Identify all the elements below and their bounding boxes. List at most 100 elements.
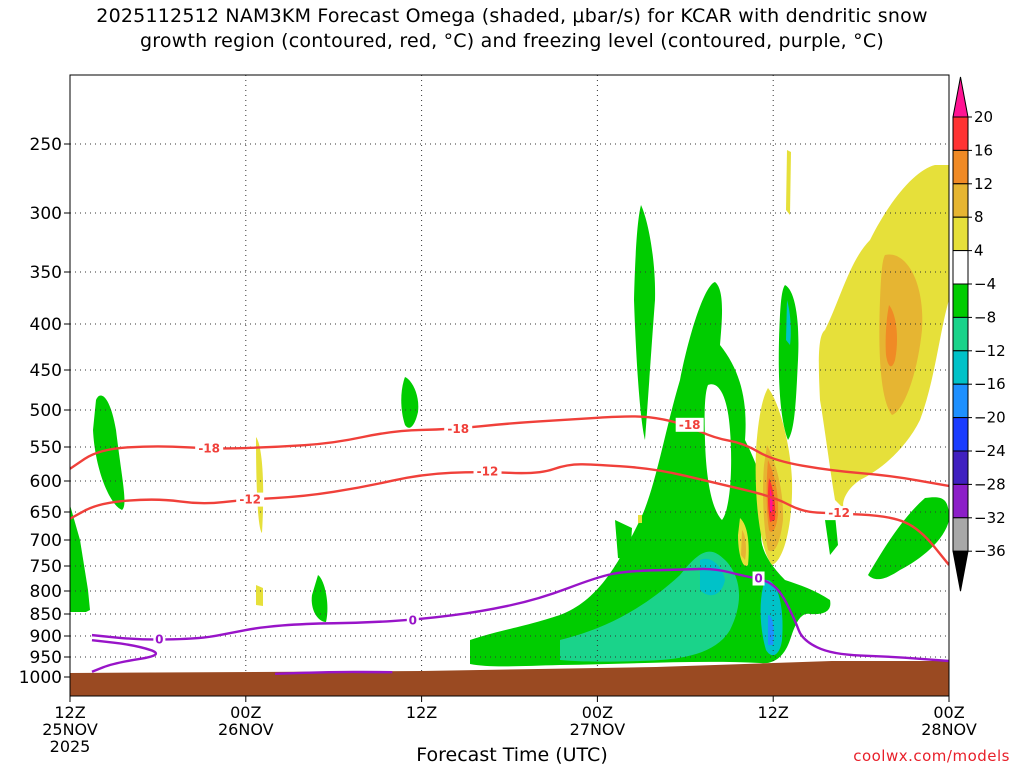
contour-1	[70, 463, 949, 566]
colorbar-bottom-triangle	[952, 550, 969, 592]
omega-region-green-6	[615, 520, 632, 560]
contour-label-5: -12	[828, 506, 850, 520]
x-tick-label-1-1: 00Z	[230, 703, 261, 722]
x-axis-label: Forecast Time (UTC)	[416, 744, 608, 766]
colorbar-label-13: −36	[974, 542, 1006, 560]
colorbar-segment-3	[952, 183, 969, 218]
y-tick-label-500: 500	[30, 401, 62, 421]
y-tick-label-1000: 1000	[19, 668, 62, 688]
y-tick-label-900: 900	[30, 627, 62, 647]
colorbar-segment-11	[952, 450, 969, 485]
colorbar-segment-1	[952, 116, 969, 151]
chart-title-line1: 2025112512 NAM3KM Forecast Omega (shaded…	[96, 5, 928, 27]
y-tick-label-250: 250	[30, 135, 62, 155]
colorbar: 20 16 12 8 4 −4 −8 −12 −16 −20 −24 −28 −32 −36	[952, 76, 1006, 592]
contour-label-0: -18	[198, 441, 220, 455]
omega-shading	[70, 150, 949, 667]
omega-region-green-7	[778, 285, 799, 440]
y-tick-label-650: 650	[30, 503, 62, 523]
omega-region-early-2	[70, 505, 90, 612]
y-tick-label-400: 400	[30, 315, 62, 335]
chart-title-line2: growth region (contoured, red, °C) and f…	[140, 30, 884, 52]
colorbar-label-9: −20	[974, 409, 1006, 427]
credit-text: coolwx.com/models	[853, 747, 1010, 765]
contour-labels: -18 -18 -18 -12 -12 -12 0 0 0	[153, 417, 854, 647]
x-tick-label-1-2: 26NOV	[218, 720, 274, 739]
contour-label-8: 0	[754, 572, 762, 586]
contour-label-bg-5	[825, 506, 854, 521]
contour-label-bg-1	[444, 422, 473, 437]
colorbar-segment-4	[952, 216, 969, 252]
colorbar-label-2: 12	[974, 175, 993, 193]
contour-label-bg-4	[473, 464, 502, 479]
colorbar-segment-13	[952, 517, 969, 552]
colorbar-segment-10	[952, 417, 969, 452]
plot-frame	[69, 74, 950, 697]
omega-region-cyan-2	[760, 579, 783, 656]
colorbar-segment-9	[952, 383, 969, 419]
omega-region-yellow-7	[786, 150, 791, 215]
omega-region-green-4	[401, 377, 419, 428]
terrain	[70, 661, 949, 696]
colorbar-label-6: −8	[974, 308, 996, 326]
colorbar-segment-12	[952, 483, 969, 519]
contour-label-6: 0	[155, 632, 163, 646]
omega-region-yellow-1	[256, 437, 264, 533]
contours	[70, 415, 949, 675]
x-tick-label-5-1: 00Z	[933, 703, 964, 722]
omega-region-yellow-6	[638, 515, 642, 523]
colorbar-label-10: −24	[974, 442, 1006, 460]
colorbar-segment-2	[952, 149, 969, 185]
contour-label-3: -12	[239, 493, 261, 507]
omega-region-main-green	[470, 282, 831, 667]
colorbar-label-3: 8	[974, 208, 984, 226]
colorbar-label-8: −16	[974, 375, 1006, 393]
x-tick-label-0-2: 25NOV	[42, 720, 98, 739]
x-tick-label-3-2: 27NOV	[570, 720, 626, 739]
colorbar-segment-5	[952, 250, 969, 285]
contour-label-1: -18	[447, 422, 469, 436]
y-tick-label-550: 550	[30, 438, 62, 458]
y-tick-label-800: 800	[30, 582, 62, 602]
colorbar-label-11: −28	[974, 475, 1006, 493]
omega-region-magenta	[770, 488, 773, 512]
x-tick-label-0-1: 12Z	[54, 703, 85, 722]
y-tick-label-300: 300	[30, 204, 62, 224]
colorbar-segment-6	[952, 283, 969, 318]
colorbar-label-12: −32	[974, 509, 1006, 527]
contour-2	[91, 567, 949, 663]
omega-region-teal	[560, 551, 740, 662]
y-tick-label-950: 950	[30, 648, 62, 668]
colorbar-label-1: 16	[974, 141, 993, 159]
contour-3	[91, 639, 158, 673]
omega-region-green-9	[825, 515, 838, 555]
contour-0	[70, 415, 949, 488]
colorbar-label-0: 20	[974, 108, 993, 126]
x-tick-label-2-1: 12Z	[406, 703, 437, 722]
omega-region-early-1	[93, 395, 125, 510]
colorbar-segment-7	[952, 316, 969, 352]
contour-label-bg-2	[675, 417, 704, 432]
omega-region-green-5	[634, 205, 656, 440]
y-tick-label-450: 450	[30, 361, 62, 381]
colorbar-top-triangle	[952, 76, 969, 118]
contour-label-2: -18	[679, 418, 701, 432]
contour-label-bg-7	[406, 613, 419, 628]
x-tick-label-4-1: 12Z	[758, 703, 789, 722]
contour-label-bg-8	[752, 571, 765, 586]
colorbar-label-7: −12	[974, 342, 1006, 360]
omega-region-cyan-3	[786, 300, 791, 345]
x-tick-label-5-2: 28NOV	[921, 720, 977, 739]
colorbar-label-4: 4	[974, 242, 984, 260]
omega-region-yellow-5	[741, 530, 746, 560]
omega-region-yellow-2	[256, 585, 263, 606]
y-tick-label-600: 600	[30, 472, 62, 492]
omega-region-orange-right	[885, 305, 897, 367]
x-tick-label-0-3: 2025	[50, 737, 91, 756]
colorbar-label-5: −4	[974, 275, 996, 293]
contour-label-bg-6	[153, 632, 166, 647]
omega-region-green-3	[311, 575, 328, 622]
y-tick-label-850: 850	[30, 605, 62, 625]
